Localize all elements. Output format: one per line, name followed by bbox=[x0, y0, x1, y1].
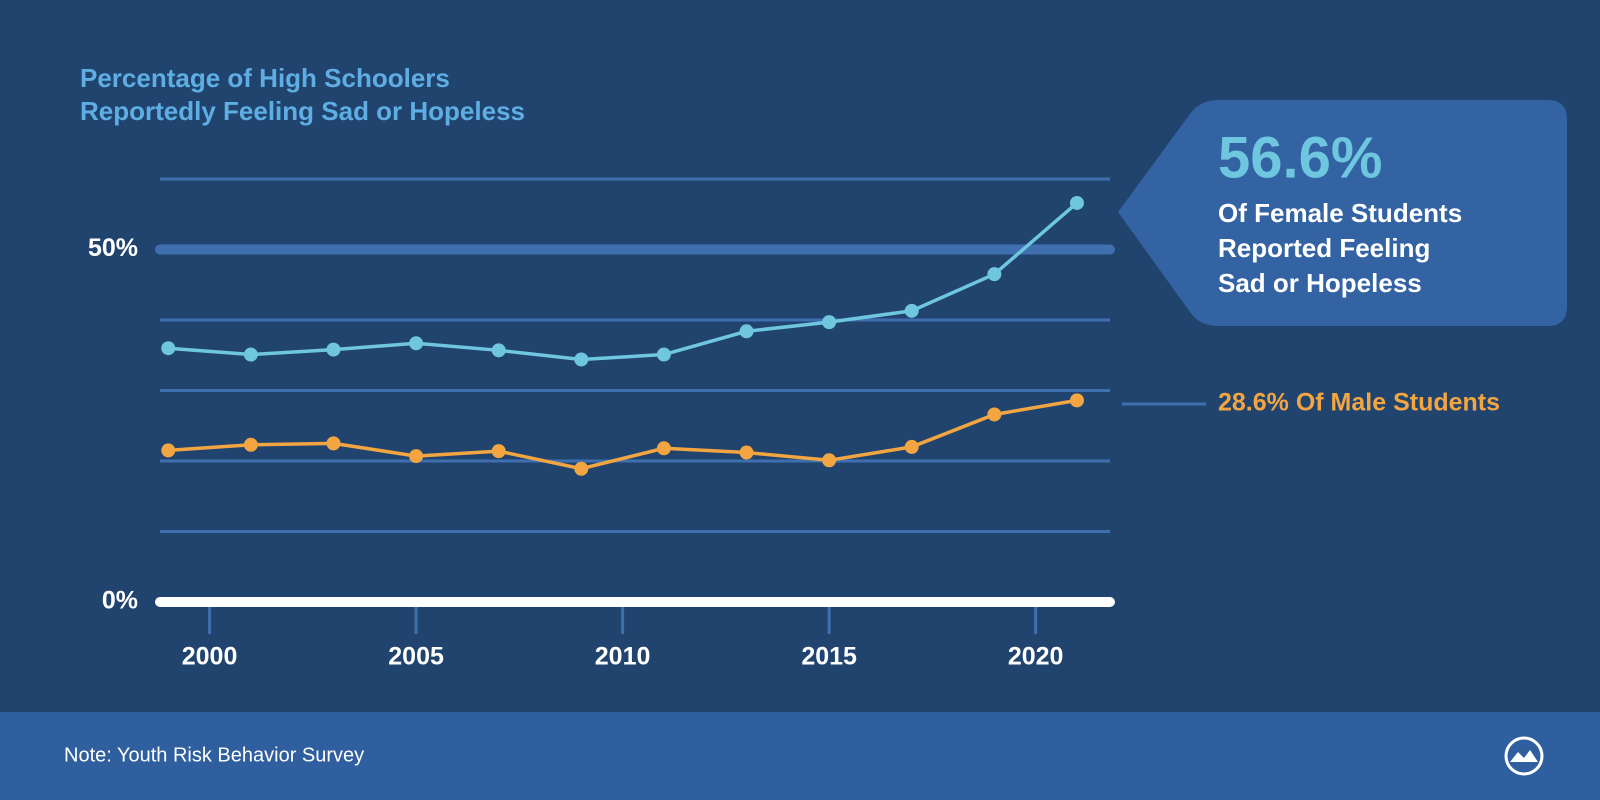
data-point bbox=[904, 439, 919, 454]
data-point bbox=[739, 324, 754, 339]
data-point bbox=[822, 315, 837, 330]
data-point bbox=[243, 347, 258, 362]
x-tick-label: 2020 bbox=[1008, 643, 1064, 671]
data-point bbox=[574, 461, 589, 476]
data-point bbox=[656, 347, 671, 362]
data-point bbox=[491, 343, 506, 358]
x-tick-label: 2015 bbox=[801, 643, 857, 671]
series-line bbox=[168, 201, 1079, 362]
series-label: 28.6% Of Male Students bbox=[1218, 389, 1500, 417]
y-tick-label: 50% bbox=[88, 234, 138, 262]
callout-box bbox=[1118, 100, 1567, 326]
data-point bbox=[822, 453, 837, 468]
data-point bbox=[739, 445, 754, 460]
data-point bbox=[326, 342, 341, 357]
callout-line: Reported Feeling bbox=[1218, 233, 1430, 263]
data-point bbox=[409, 449, 424, 464]
chart-title: Percentage of High Schoolers bbox=[80, 63, 450, 93]
data-point bbox=[161, 443, 176, 458]
data-point bbox=[574, 352, 589, 367]
data-point bbox=[161, 341, 176, 356]
data-point bbox=[1069, 195, 1084, 210]
x-tick-label: 2005 bbox=[388, 643, 444, 671]
chart-title: Reportedly Feeling Sad or Hopeless bbox=[80, 96, 525, 126]
footnote: Note: Youth Risk Behavior Survey bbox=[64, 744, 364, 766]
x-tick-label: 2000 bbox=[182, 643, 238, 671]
data-point bbox=[987, 267, 1002, 282]
callout-line: Of Female Students bbox=[1218, 198, 1462, 228]
callout-line: Sad or Hopeless bbox=[1218, 268, 1422, 298]
data-point bbox=[409, 336, 424, 351]
logo bbox=[1504, 736, 1544, 776]
data-point bbox=[1069, 393, 1084, 408]
callout-headline: 56.6% bbox=[1218, 125, 1382, 190]
x-tick-label: 2010 bbox=[595, 643, 651, 671]
data-point bbox=[656, 441, 671, 456]
data-point bbox=[491, 444, 506, 459]
data-point bbox=[326, 436, 341, 451]
footer-band bbox=[0, 712, 1600, 800]
series-line bbox=[168, 398, 1078, 471]
data-point bbox=[987, 407, 1002, 422]
y-tick-label: 0% bbox=[102, 587, 138, 615]
data-point bbox=[904, 303, 919, 318]
data-point bbox=[243, 437, 258, 452]
